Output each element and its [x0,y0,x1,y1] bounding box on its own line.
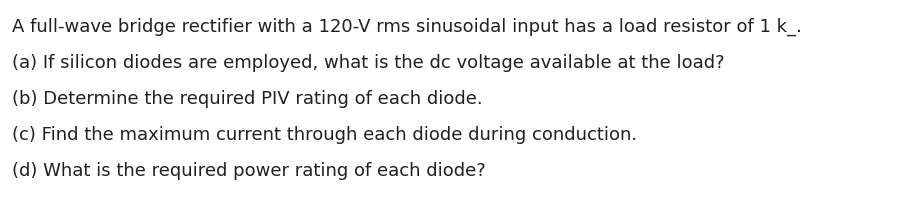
Text: (b) Determine the required PIV rating of each diode.: (b) Determine the required PIV rating of… [12,90,483,108]
Text: A full-wave bridge rectifier with a 120-V rms sinusoidal input has a load resist: A full-wave bridge rectifier with a 120-… [12,18,802,36]
Text: (d) What is the required power rating of each diode?: (d) What is the required power rating of… [12,161,485,179]
Text: (c) Find the maximum current through each diode during conduction.: (c) Find the maximum current through eac… [12,125,637,143]
Text: (a) If silicon diodes are employed, what is the dc voltage available at the load: (a) If silicon diodes are employed, what… [12,54,724,72]
